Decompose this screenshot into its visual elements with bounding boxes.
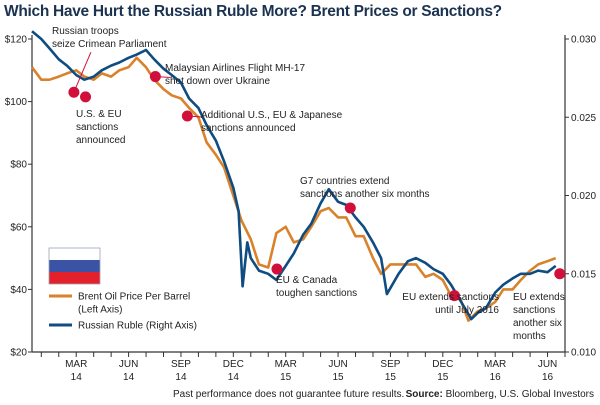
event-annotation-label: Malaysian Airlines Flight MH-17 shot down… [165, 63, 305, 87]
left-axis-tick-label: $80 [10, 160, 27, 171]
left-axis-tick-label: $60 [10, 222, 27, 233]
annotation-line: U.S. & EU [76, 109, 122, 120]
x-axis-tick-label: 14 [175, 372, 187, 383]
x-axis-tick-label: SEP [380, 359, 400, 370]
annotation-line: announced [76, 135, 126, 146]
left-axis-tick-label: $100 [5, 97, 28, 108]
annotation-line: Additional U.S., EU & Japanese [201, 110, 343, 121]
annotation-leader-line [73, 52, 92, 93]
right-axis-tick-label: 0.015 [571, 269, 596, 280]
annotation-line: sanctions [76, 122, 118, 133]
x-axis-tick-label: 15 [437, 372, 449, 383]
annotation-line: another six [513, 318, 562, 329]
event-annotation-label: EU extends sanctions another six months [513, 292, 565, 342]
ruble-series-line [31, 30, 557, 321]
x-axis-tick-label: JUN [119, 359, 138, 370]
source-note: Source: Bloomberg, U.S. Global Investors [406, 389, 594, 400]
legend-label-line: Russian Ruble (Right Axis) [78, 321, 197, 332]
russian-flag-stripe [49, 272, 100, 284]
event-marker-dot [448, 290, 460, 302]
event-annotation-label: Additional U.S., EU & Japanese sanctions … [201, 110, 343, 134]
legend-label: Russian Ruble (Right Axis) [78, 321, 197, 332]
legend-label: Brent Oil Price Per Barrel (Left Axis) [78, 292, 190, 316]
x-axis-tick-label: 16 [542, 372, 554, 383]
source-label: Source: [405, 389, 443, 400]
event-marker-dot [344, 202, 356, 214]
x-axis-tick-label: 14 [71, 372, 83, 383]
russian-flag-stripe [49, 260, 100, 272]
left-axis-tick-label: $120 [5, 35, 28, 46]
annotation-line: Malaysian Airlines Flight MH-17 [165, 63, 305, 74]
right-axis-tick-label: 0.020 [571, 191, 596, 202]
annotation-line: until July 2016 [435, 305, 499, 316]
source-text: Bloomberg, U.S. Global Investors [442, 389, 594, 400]
event-marker-dot [80, 91, 92, 103]
annotation-line: toughen sanctions [276, 288, 357, 299]
left-axis-tick-label: $20 [10, 348, 27, 359]
x-axis-tick-label: MAR [275, 359, 297, 370]
legend-label-line: Brent Oil Price Per Barrel [78, 292, 190, 303]
russian-flag-icon [48, 247, 101, 285]
x-axis-tick-label: 15 [385, 372, 397, 383]
annotation-line: sanctions [513, 305, 555, 316]
event-marker-dot [68, 86, 80, 98]
event-annotation-label: EU extends sanctions until July 2016 [402, 292, 499, 316]
event-annotation-label: Russian troops seize Crimean Parliament [52, 26, 167, 50]
event-marker-dot [554, 268, 566, 280]
chart-title: Which Have Hurt the Russian Ruble More? … [4, 3, 502, 20]
x-axis-tick-label: DEC [223, 359, 244, 370]
russian-flag-stripe [49, 248, 100, 260]
annotation-line: sanctions another six months [300, 189, 430, 200]
annotation-line: EU extends [513, 292, 565, 303]
annotation-line: G7 countries extend [300, 176, 390, 187]
brent-series-line [30, 56, 557, 322]
event-annotation-label: EU & Canada toughen sanctions [276, 275, 357, 299]
annotation-line: EU & Canada [276, 275, 338, 286]
right-axis-tick-label: 0.025 [571, 113, 596, 124]
right-axis-tick-label: 0.010 [571, 348, 596, 359]
event-marker-dot [149, 71, 161, 83]
x-axis-tick-label: 15 [333, 372, 345, 383]
annotation-line: shot down over Ukraine [165, 76, 270, 87]
event-annotation-label: U.S. & EU sanctions announced [76, 109, 126, 146]
x-axis-tick-label: SEP [171, 359, 191, 370]
event-marker-dot [271, 263, 283, 275]
x-axis-tick-label: JUN [538, 359, 557, 370]
disclaimer: Past performance does not guarantee futu… [173, 389, 405, 400]
annotation-line: EU extends sanctions [402, 292, 499, 303]
annotation-line: months [513, 331, 546, 342]
event-marker-dot [181, 110, 193, 122]
annotation-line: Russian troops [52, 26, 119, 37]
legend-label-line: (Left Axis) [78, 305, 122, 316]
left-axis-tick-label: $40 [10, 285, 27, 296]
event-annotation-label: G7 countries extend sanctions another six… [300, 176, 430, 200]
x-axis-tick-label: DEC [432, 359, 453, 370]
x-axis-tick-label: 14 [228, 372, 240, 383]
x-axis-tick-label: MAR [65, 359, 87, 370]
right-axis-tick-label: 0.030 [571, 35, 596, 46]
x-axis-tick-label: MAR [484, 359, 506, 370]
x-axis-tick-label: 14 [123, 372, 135, 383]
x-axis-tick-label: 16 [490, 372, 502, 383]
x-axis-tick-label: 15 [280, 372, 292, 383]
x-axis-tick-label: JUN [328, 359, 347, 370]
annotation-line: seize Crimean Parliament [52, 39, 167, 50]
annotation-line: sanctions announced [201, 123, 296, 134]
